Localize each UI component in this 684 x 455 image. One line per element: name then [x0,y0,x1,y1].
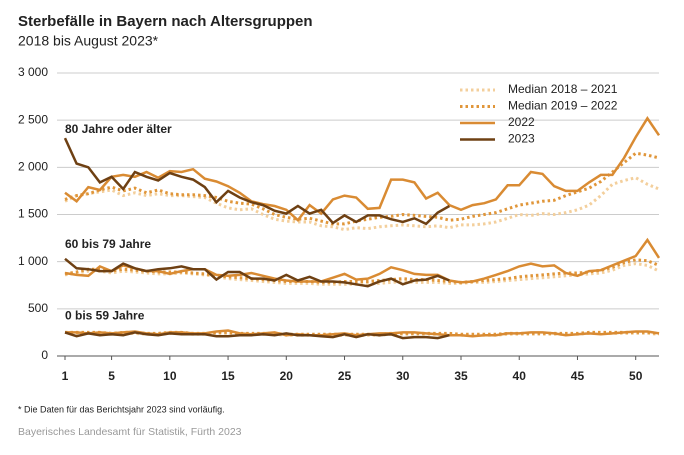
x-tick-label: 45 [571,369,585,383]
series-line [64,151,660,226]
x-tick-label: 10 [163,369,177,383]
series-line [64,176,660,232]
y-tick-label: 1 000 [18,254,48,268]
group-label: 0 bis 59 Jahre [65,309,145,323]
x-tick-label: 30 [396,369,410,383]
legend-label: 2023 [508,132,535,146]
chart-subtitle: 2018 bis August 2023* [18,33,159,49]
source: Bayerisches Landesamt für Statistik, Für… [18,426,242,438]
y-tick-label: 500 [28,301,48,315]
y-tick-label: 3 000 [18,65,48,79]
chart-title: Sterbefälle in Bayern nach Altersgruppen [18,13,313,30]
series-line [64,331,450,340]
x-tick-label: 25 [338,369,352,383]
x-tick-label: 5 [108,369,115,383]
series-line [64,237,661,284]
x-tick-label: 1 [62,369,69,383]
y-tick-label: 2 000 [18,160,48,174]
y-tick-label: 2 500 [18,112,48,126]
series-line [64,257,450,288]
footnote: * Die Daten für das Berichtsjahr 2023 si… [18,404,225,414]
group-label: 60 bis 79 Jahre [65,237,151,251]
y-tick-label: 0 [41,348,48,362]
x-tick-label: 50 [629,369,643,383]
x-tick-label: 20 [280,369,294,383]
series-line [64,116,661,223]
x-tick-label: 35 [454,369,468,383]
group-label: 80 Jahre oder älter [65,122,172,136]
y-tick-label: 1 500 [18,207,48,221]
legend-label: Median 2018 – 2021 [508,82,618,96]
x-tick-label: 15 [221,369,235,383]
x-tick-label: 40 [513,369,527,383]
legend-label: Median 2019 – 2022 [508,99,618,113]
legend-label: 2022 [508,115,535,129]
series-line [63,137,451,226]
